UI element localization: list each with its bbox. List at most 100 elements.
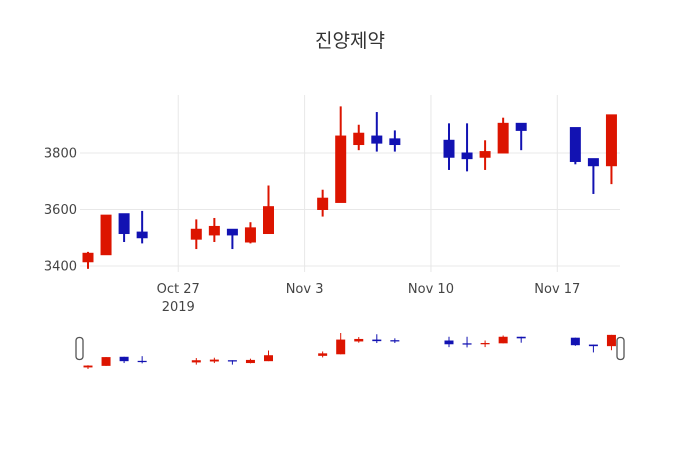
candle-body (190, 228, 202, 240)
candle[interactable] (479, 140, 491, 170)
candle-body (335, 135, 347, 203)
range-slider-candle-body (390, 340, 400, 342)
candle-body (226, 228, 238, 236)
candle-body (587, 158, 599, 167)
candle-body (497, 122, 509, 154)
range-slider-candle (209, 357, 219, 364)
range-slider-candle-body (191, 360, 201, 363)
range-slider-candle (390, 338, 400, 344)
range-slider-candle (516, 336, 526, 343)
range-slider-candle (462, 336, 472, 348)
candle[interactable] (82, 251, 94, 269)
range-slider-candle (480, 340, 490, 348)
candle[interactable] (515, 122, 527, 151)
range-slider-candle (264, 350, 273, 362)
candle-body (118, 213, 130, 235)
candle[interactable] (317, 189, 329, 217)
range-slider-candle (245, 358, 255, 364)
range-slider-candle-body (101, 357, 111, 366)
range-slider-candle (83, 365, 93, 369)
range-slider-candle (444, 336, 454, 348)
range-slider-candle-body (570, 337, 580, 346)
candle-body (244, 227, 256, 243)
range-slider-candle (588, 344, 598, 353)
range-slider-candle-body (372, 339, 382, 342)
candle[interactable] (226, 228, 238, 250)
range-slider-candle (606, 334, 616, 351)
range-slider-candle (372, 334, 382, 344)
candle[interactable] (569, 127, 581, 165)
range-slider-candle-body (119, 356, 129, 362)
candlestick-series[interactable] (82, 106, 617, 269)
range-slider-candle-body (137, 360, 147, 363)
candle[interactable] (443, 123, 455, 170)
candle-body (100, 214, 112, 256)
range-slider-candle (498, 335, 508, 344)
candle-body (479, 151, 491, 158)
y-axis-tick-label: 3600 (44, 203, 77, 218)
range-slider-candle-body (245, 359, 255, 364)
range-slider-candle (119, 356, 129, 364)
range-slider-left-handle[interactable] (75, 336, 84, 361)
candle-body (443, 139, 455, 158)
candle[interactable] (353, 124, 365, 151)
y-axis-tick-label: 3800 (44, 147, 77, 162)
candle[interactable] (587, 158, 599, 194)
candle[interactable] (136, 210, 148, 244)
range-slider-candle-body (462, 343, 472, 345)
range-slider-candle-body (354, 338, 364, 342)
candle[interactable] (100, 214, 112, 256)
candle[interactable] (208, 217, 220, 242)
x-axis-tick-label: Nov 3 (286, 282, 324, 297)
range-slider-candle-body (209, 359, 219, 362)
range-slider-candle (570, 337, 580, 346)
candle[interactable] (190, 219, 202, 250)
range-slider-right-handle[interactable] (616, 336, 625, 361)
gridlines (80, 95, 620, 272)
candle-body (569, 127, 581, 162)
range-slider-candle-body (588, 344, 598, 347)
candle-body (263, 206, 274, 235)
x-axis-tick-label: Nov 17 (534, 282, 580, 297)
range-slider-candle (354, 337, 364, 343)
range-slider-candle (101, 357, 111, 366)
candle-body (371, 135, 383, 144)
candle-body (389, 138, 401, 146)
candle[interactable] (605, 114, 617, 185)
y-axis-tick-labels: 3400 3600 3800 (44, 147, 77, 275)
candle[interactable] (461, 123, 473, 172)
range-slider-candle (191, 358, 201, 365)
range-slider-candle-body (318, 353, 328, 356)
candle[interactable] (118, 213, 130, 242)
range-slider-candle (227, 360, 237, 365)
range-slider-candle-body (264, 355, 273, 362)
range-slider-candle-body (480, 343, 490, 345)
x-axis-tick-label: Oct 27 (157, 282, 200, 297)
candle[interactable] (263, 185, 274, 235)
range-slider-candle (336, 333, 346, 355)
range-slider[interactable] (75, 333, 625, 369)
candle-body (82, 252, 94, 263)
candle-body (353, 132, 365, 146)
candle[interactable] (371, 112, 383, 152)
range-slider-candle-body (606, 334, 616, 347)
range-slider-candle-body (83, 365, 93, 368)
range-slider-candle-body (516, 336, 526, 339)
plot-area[interactable] (80, 95, 620, 272)
range-slider-candle-body (498, 336, 508, 344)
candle[interactable] (389, 130, 401, 152)
x-axis-tick-label: Nov 10 (408, 282, 454, 297)
candle-body (136, 231, 148, 239)
candle-body (208, 225, 220, 236)
candle[interactable] (335, 106, 347, 203)
candle[interactable] (244, 222, 256, 244)
range-slider-candle-body (227, 360, 237, 362)
candle[interactable] (497, 117, 509, 154)
x-axis-tick-labels: Oct 27 2019 Nov 3 Nov 10 Nov 17 (157, 282, 581, 315)
candle-body (461, 152, 473, 160)
x-axis-year-label: 2019 (162, 300, 195, 315)
chart-title: 진양제약 (315, 30, 385, 52)
range-slider-candle (318, 351, 328, 358)
